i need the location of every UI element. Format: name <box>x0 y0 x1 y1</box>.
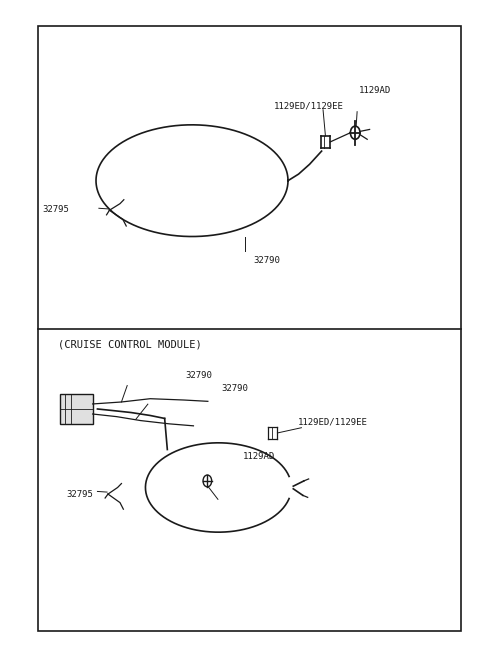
Text: 32790: 32790 <box>186 371 213 380</box>
Text: 1129AD: 1129AD <box>242 452 275 461</box>
Text: 32790: 32790 <box>222 384 249 393</box>
Text: 32790: 32790 <box>253 256 280 265</box>
Text: 1129AD: 1129AD <box>359 86 391 95</box>
Text: 32795: 32795 <box>43 205 70 214</box>
Text: 1129ED/1129EE: 1129ED/1129EE <box>298 417 368 426</box>
Text: (CRUISE CONTROL MODULE): (CRUISE CONTROL MODULE) <box>58 339 201 350</box>
Bar <box>60 394 93 424</box>
Text: 1129ED/1129EE: 1129ED/1129EE <box>274 102 344 111</box>
Text: 32795: 32795 <box>67 489 94 499</box>
